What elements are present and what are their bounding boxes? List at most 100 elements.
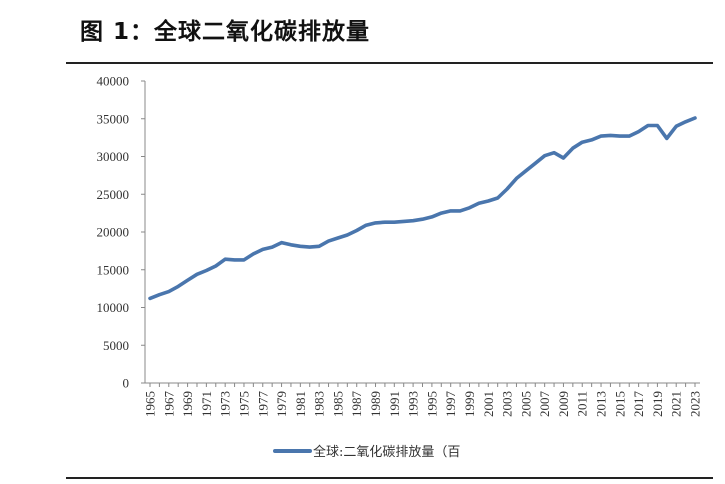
data-point bbox=[327, 240, 329, 242]
y-tick-label: 0 bbox=[123, 376, 130, 391]
y-tick-label: 5000 bbox=[103, 338, 129, 353]
y-tick-label: 40000 bbox=[97, 74, 130, 89]
x-tick-label: 1991 bbox=[387, 391, 402, 417]
data-point bbox=[609, 134, 611, 136]
data-point bbox=[590, 139, 592, 141]
x-tick-label: 2019 bbox=[650, 391, 665, 417]
data-point bbox=[515, 177, 517, 179]
legend: 全球:二氧化碳排放量（百 bbox=[273, 444, 460, 460]
x-tick-label: 1981 bbox=[293, 391, 308, 417]
data-point bbox=[158, 293, 160, 295]
page-title: 图 1：全球二氧化碳排放量 bbox=[80, 19, 371, 45]
x-tick-label: 1987 bbox=[349, 391, 364, 418]
bottom-divider bbox=[66, 477, 713, 479]
data-point bbox=[431, 216, 433, 218]
data-point bbox=[459, 210, 461, 212]
x-tick-label: 1965 bbox=[143, 391, 158, 417]
data-point bbox=[243, 259, 245, 261]
data-point bbox=[468, 207, 470, 209]
x-tick-label: 1977 bbox=[255, 391, 270, 418]
y-axis: 0 5000 10000 15000 20000 25000 30000 35000 40000 bbox=[97, 74, 146, 391]
y-tick-label: 25000 bbox=[97, 187, 130, 202]
x-tick-label: 2005 bbox=[518, 391, 533, 417]
data-point bbox=[478, 202, 480, 204]
x-tick-label: 2013 bbox=[594, 391, 609, 417]
data-point bbox=[553, 152, 555, 154]
data-point bbox=[572, 147, 574, 149]
data-point bbox=[543, 155, 545, 157]
data-point bbox=[299, 245, 301, 247]
top-divider bbox=[66, 62, 713, 64]
y-tick-label: 15000 bbox=[97, 262, 130, 277]
data-point bbox=[506, 188, 508, 190]
x-tick-label: 1989 bbox=[368, 391, 383, 417]
x-tick-label: 2003 bbox=[500, 391, 515, 417]
x-tick-label: 1985 bbox=[330, 391, 345, 417]
x-tick-label: 1999 bbox=[462, 391, 477, 417]
data-point bbox=[581, 141, 583, 143]
data-point bbox=[656, 124, 658, 126]
x-tick-label: 1971 bbox=[199, 391, 214, 417]
x-tick-label: 2017 bbox=[631, 391, 646, 418]
x-tick-label: 2007 bbox=[537, 391, 552, 418]
data-point bbox=[262, 248, 264, 250]
x-tick-label: 1997 bbox=[443, 391, 458, 418]
data-point bbox=[562, 157, 564, 159]
data-point bbox=[684, 121, 686, 123]
data-point bbox=[168, 290, 170, 292]
data-point bbox=[346, 234, 348, 236]
data-point bbox=[440, 212, 442, 214]
data-point bbox=[271, 246, 273, 248]
y-tick-label: 10000 bbox=[97, 300, 130, 315]
data-point bbox=[647, 124, 649, 126]
data-point bbox=[233, 259, 235, 261]
x-tick-label: 2021 bbox=[669, 391, 684, 417]
x-tick-label: 1993 bbox=[406, 391, 421, 417]
data-point bbox=[694, 117, 696, 119]
x-tick-label: 1995 bbox=[424, 391, 439, 417]
data-point bbox=[628, 135, 630, 137]
data-point bbox=[309, 246, 311, 248]
data-point bbox=[525, 170, 527, 172]
x-tick-label: 1973 bbox=[218, 391, 233, 417]
data-point bbox=[384, 221, 386, 223]
x-tick-label: 1967 bbox=[161, 391, 176, 418]
data-point bbox=[534, 162, 536, 164]
data-point bbox=[600, 135, 602, 137]
data-point bbox=[496, 197, 498, 199]
x-tick-label: 1975 bbox=[236, 391, 251, 417]
data-point bbox=[252, 253, 254, 255]
x-tick-label: 2011 bbox=[575, 391, 590, 417]
data-point bbox=[666, 137, 668, 139]
data-point bbox=[290, 244, 292, 246]
data-point bbox=[675, 125, 677, 127]
data-point bbox=[224, 258, 226, 260]
x-tick-label: 2023 bbox=[688, 391, 703, 417]
legend-label: 全球:二氧化碳排放量（百 bbox=[313, 444, 460, 460]
x-tick-label: 1969 bbox=[180, 391, 195, 417]
data-point bbox=[318, 245, 320, 247]
data-point bbox=[619, 135, 621, 137]
data-point bbox=[374, 222, 376, 224]
data-point bbox=[205, 269, 207, 271]
data-point bbox=[487, 200, 489, 202]
data-point bbox=[177, 285, 179, 287]
data-point bbox=[149, 297, 151, 299]
data-point bbox=[365, 224, 367, 226]
plot-area bbox=[148, 116, 697, 301]
data-point bbox=[421, 218, 423, 220]
y-tick-label: 30000 bbox=[97, 149, 130, 164]
x-tick-label: 2009 bbox=[556, 391, 571, 417]
data-point bbox=[356, 229, 358, 231]
x-axis: 1965 1967 1969 1971 1973 1975 1977 1979 1981 1983… bbox=[143, 382, 703, 418]
data-point bbox=[393, 221, 395, 223]
x-tick-label: 1979 bbox=[274, 391, 289, 417]
data-point bbox=[280, 241, 282, 243]
data-point bbox=[337, 237, 339, 239]
data-point bbox=[186, 279, 188, 281]
data-point bbox=[403, 220, 405, 222]
data-point bbox=[196, 273, 198, 275]
data-point bbox=[637, 130, 639, 132]
x-tick-label: 2015 bbox=[612, 391, 627, 417]
